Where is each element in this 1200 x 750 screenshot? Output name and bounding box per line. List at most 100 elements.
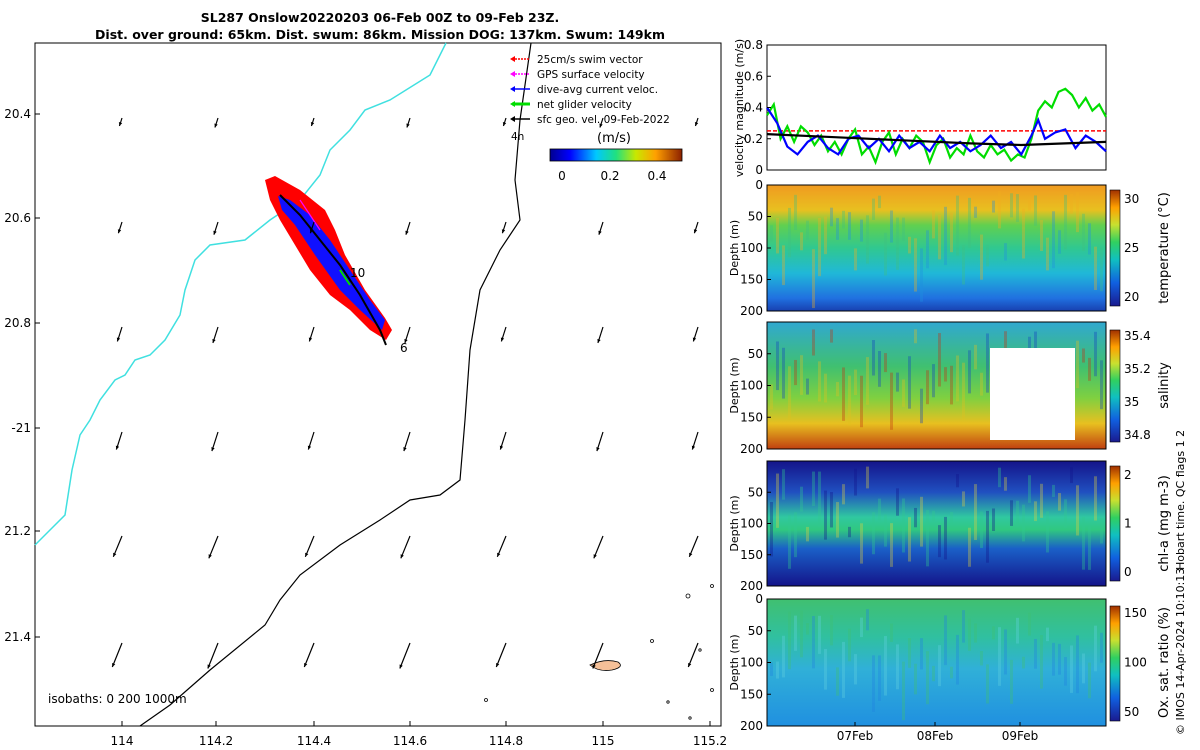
velocity-ytick-2: 0.4 xyxy=(744,101,763,115)
velocity-ylabel: velocity magnitude (m/s) xyxy=(733,39,746,177)
speed-colorbar-title: (m/s) xyxy=(597,131,631,146)
legend-item-4: sfc geo. vel. 09-Feb-2022 xyxy=(537,114,670,126)
velocity-series xyxy=(766,87,1107,166)
velocity-ytick-3: 0.6 xyxy=(744,69,763,83)
map-y-ticks: 20.4 20.6 20.8 -21 21.2 21.4 xyxy=(4,107,40,644)
map-ytick-2: 20.8 xyxy=(4,316,31,330)
chart-subtitle: Dist. over ground: 65km. Dist. swum: 86k… xyxy=(95,27,665,42)
map-xtick-2: 114.4 xyxy=(297,734,331,748)
hm3-ytick-0: 0 xyxy=(755,592,763,606)
map-xtick-1: 114.2 xyxy=(199,734,233,748)
isobaths-label: isobaths: 0 200 1000m xyxy=(48,692,187,706)
legend-item-2: dive-avg current veloc. xyxy=(537,84,658,96)
hm1-cbar-tick-2: 35 xyxy=(1124,395,1139,409)
hm0-cbar-tick-0: 30 xyxy=(1124,192,1139,206)
hm0-cbar-label: temperature (°C) xyxy=(1157,192,1172,304)
hm1-cbar-label: salinity xyxy=(1157,362,1172,409)
legend-item-3: net glider velocity xyxy=(537,99,632,111)
legend-item-1: GPS surface velocity xyxy=(537,69,645,81)
map-xtick-0: 114 xyxy=(111,734,134,748)
velocity-series-2 xyxy=(766,106,1107,157)
hm1-ytick-0: 50 xyxy=(748,347,763,361)
hm2-cbar-tick-2: 0 xyxy=(1124,565,1132,579)
hm3-ytick-1: 50 xyxy=(748,624,763,638)
glider-track: 10 6 xyxy=(265,176,408,355)
oxygen-panel xyxy=(766,598,1121,727)
temperature-panel xyxy=(766,184,1121,312)
hm0-ytick-0: 0 xyxy=(755,178,763,192)
oxygen-texture xyxy=(770,609,1103,721)
hm2-cbar-label: chl-a (mg m-3) xyxy=(1157,475,1172,572)
track-label-6: 6 xyxy=(400,341,408,355)
legend-item-0: 25cm/s swim vector xyxy=(537,54,643,66)
island-shape xyxy=(589,660,621,671)
hm3-cbar-tick-0: 150 xyxy=(1124,606,1147,620)
map-legend: 25cm/s swim vector GPS surface velocity di… xyxy=(510,54,670,126)
hm3-ytick-4: 200 xyxy=(740,719,763,733)
hm2-ytick-3: 200 xyxy=(740,579,763,593)
map-ytick-4: 21.2 xyxy=(4,524,31,538)
hm2-cbar-tick-0: 2 xyxy=(1124,468,1132,482)
map-ytick-5: 21.4 xyxy=(4,630,31,644)
hm2-ylabel: Depth (m) xyxy=(728,495,741,551)
coastline-cyan xyxy=(34,42,447,546)
map-xtick-3: 114.6 xyxy=(393,734,427,748)
isobath-line xyxy=(139,42,532,727)
chlorophyll-panel xyxy=(766,460,1121,587)
hm1-ytick-1: 100 xyxy=(740,379,763,393)
hm1-ylabel: Depth (m) xyxy=(728,357,741,413)
velocity-panel: 0 0.2 0.4 0.6 0.8 velocity magnitude (m/s) xyxy=(733,38,1107,177)
hm1-cbar-tick-0: 35.4 xyxy=(1124,329,1151,343)
salinity-gap xyxy=(990,348,1075,440)
hm0-ytick-4: 200 xyxy=(740,304,763,318)
velocity-y-ticks: 0 0.2 0.4 0.6 0.8 xyxy=(744,38,771,177)
map-ytick-0: 20.4 xyxy=(4,107,31,121)
hm0-ytick-3: 150 xyxy=(740,273,763,287)
chlorophyll-texture xyxy=(770,466,1103,570)
speed-cbar-tick-1: 0.2 xyxy=(600,169,619,183)
map-x-ticks: 114 114.2 114.4 114.6 114.8 115 115.2 xyxy=(111,721,727,748)
map-ytick-3: -21 xyxy=(11,421,31,435)
speed-cbar-tick-0: 0 xyxy=(558,169,566,183)
map-ytick-1: 20.6 xyxy=(4,211,31,225)
hm0-ytick-2: 100 xyxy=(740,241,763,255)
hm3-ytick-3: 150 xyxy=(740,687,763,701)
hm3-ylabel: Depth (m) xyxy=(728,634,741,690)
map-xtick-5: 115 xyxy=(592,734,615,748)
hm2-ytick-0: 50 xyxy=(748,485,763,499)
salinity-panel xyxy=(766,321,1121,450)
hm0-ytick-1: 50 xyxy=(748,210,763,224)
map-xtick-6: 115.2 xyxy=(693,734,727,748)
hm2-ytick-1: 100 xyxy=(740,517,763,531)
hm0-ylabel: Depth (m) xyxy=(728,220,741,276)
temperature-texture xyxy=(770,191,1103,309)
hm1-ytick-3: 200 xyxy=(740,442,763,456)
hm0-cbar-tick-1: 25 xyxy=(1124,241,1139,255)
time-xtick-2: 09Feb xyxy=(1002,729,1039,743)
hm3-cbar-tick-1: 100 xyxy=(1124,656,1147,670)
hm1-cbar-tick-1: 35.2 xyxy=(1124,362,1151,376)
credit-text: © IMOS 14-Apr-2024 10:10:13 xyxy=(1174,568,1187,735)
time-xtick-0: 07Feb xyxy=(837,729,874,743)
hm0-cbar-tick-2: 20 xyxy=(1124,290,1139,304)
hm1-cbar-tick-3: 34.8 xyxy=(1124,428,1151,442)
qc-note-text: Hobart time. QC flags 1 2 xyxy=(1174,430,1187,570)
hm2-ytick-2: 150 xyxy=(740,548,763,562)
speed-colorbar: (m/s) 0 0.2 0.4 xyxy=(549,131,683,183)
hm2-cbar-tick-1: 1 xyxy=(1124,517,1132,531)
chart-title: SL287 Onslow20220203 06-Feb 00Z to 09-Fe… xyxy=(200,10,560,25)
velocity-ytick-4: 0.8 xyxy=(744,38,763,52)
time-xtick-1: 08Feb xyxy=(917,729,954,743)
map-xtick-4: 114.8 xyxy=(489,734,523,748)
surface-velocity-arrows xyxy=(111,117,699,669)
velocity-ytick-0: 0 xyxy=(755,163,763,177)
legend-4h-label: 4h xyxy=(511,131,524,143)
hm3-cbar-tick-2: 50 xyxy=(1124,705,1139,719)
speed-cbar-tick-2: 0.4 xyxy=(647,169,666,183)
hm3-cbar-label: Ox. sat. ratio (%) xyxy=(1157,607,1172,718)
small-islets xyxy=(484,584,714,720)
velocity-series-3 xyxy=(766,133,1107,147)
track-label-10: 10 xyxy=(350,266,365,280)
